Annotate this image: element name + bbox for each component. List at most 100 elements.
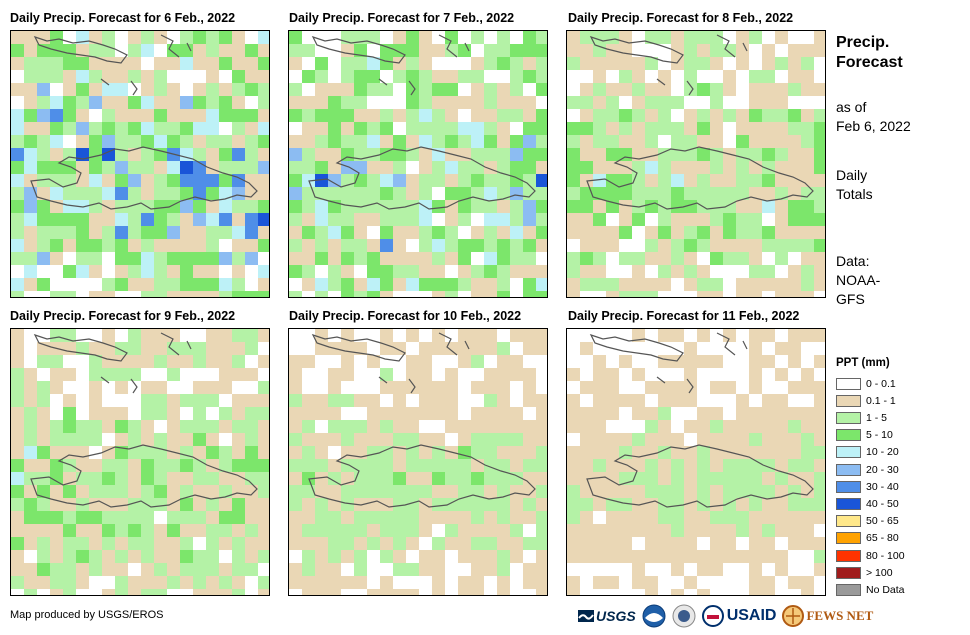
precip-cell	[814, 485, 825, 499]
precip-cell	[76, 57, 90, 71]
precip-cell	[63, 44, 77, 58]
precip-cell	[245, 446, 259, 460]
precip-cell	[580, 498, 594, 512]
precip-cell	[497, 537, 511, 551]
precip-cell	[658, 511, 672, 525]
precip-cell	[775, 420, 789, 434]
precip-cell	[432, 576, 446, 590]
precip-cell	[606, 122, 620, 136]
precip-cell	[11, 148, 25, 162]
precip-cell	[736, 498, 750, 512]
precip-cell	[302, 459, 316, 473]
precip-cell	[367, 174, 381, 188]
precip-cell	[141, 226, 155, 240]
precip-cell	[76, 524, 90, 538]
precip-cell	[445, 122, 459, 136]
precip-cell	[406, 576, 420, 590]
precip-cell	[37, 576, 51, 590]
precip-cell	[141, 368, 155, 382]
precip-cell	[11, 407, 25, 421]
precip-cell	[736, 174, 750, 188]
precip-cell	[593, 109, 607, 123]
precip-cell	[419, 278, 433, 292]
precip-cell	[232, 187, 246, 201]
precip-cell	[445, 394, 459, 408]
precip-cell	[567, 433, 581, 447]
precip-cell	[232, 472, 246, 486]
precip-cell	[814, 96, 825, 110]
precip-cell	[458, 200, 472, 214]
precip-cell	[180, 355, 194, 369]
precip-cell	[193, 96, 207, 110]
precip-cell	[11, 355, 25, 369]
precip-cell	[788, 459, 802, 473]
precip-cell	[697, 433, 711, 447]
precip-cell	[736, 226, 750, 240]
precip-cell	[536, 109, 547, 123]
precip-cell	[102, 576, 116, 590]
precip-cell	[814, 252, 825, 266]
precip-cell	[37, 433, 51, 447]
precip-cell	[63, 394, 77, 408]
precip-cell	[206, 278, 220, 292]
legend-swatch	[836, 394, 861, 407]
precip-cell	[710, 511, 724, 525]
precip-cell	[632, 109, 646, 123]
precip-cell	[775, 109, 789, 123]
precip-cell	[523, 148, 537, 162]
precip-cell	[102, 524, 116, 538]
precip-cell	[580, 511, 594, 525]
precip-cell	[102, 265, 116, 279]
usgs-wave-icon	[578, 610, 594, 622]
precip-cell	[315, 433, 329, 447]
precip-cell	[315, 576, 329, 590]
precip-cell	[302, 394, 316, 408]
precip-cell	[180, 174, 194, 188]
precip-cell	[536, 291, 547, 297]
precip-cell	[245, 563, 259, 577]
precip-cell	[219, 368, 233, 382]
precip-cell	[76, 83, 90, 97]
precip-cell	[367, 109, 381, 123]
precip-cell	[206, 96, 220, 110]
precip-cell	[219, 265, 233, 279]
precip-cell	[167, 44, 181, 58]
precip-cell	[567, 342, 581, 356]
precip-cell	[645, 485, 659, 499]
precip-cell	[445, 563, 459, 577]
precip-cell	[37, 589, 51, 595]
precip-cell	[567, 31, 581, 45]
precip-cell	[258, 407, 269, 421]
precip-cell	[341, 485, 355, 499]
precip-cell	[419, 148, 433, 162]
precip-cell	[458, 420, 472, 434]
precip-cell	[606, 96, 620, 110]
precip-cell	[645, 381, 659, 395]
precip-cell	[645, 433, 659, 447]
precip-cell	[115, 433, 129, 447]
precip-cell	[367, 148, 381, 162]
precip-cell	[684, 31, 698, 45]
precip-cell	[632, 433, 646, 447]
precip-cell	[471, 265, 485, 279]
precip-cell	[37, 213, 51, 227]
precip-cell	[523, 70, 537, 84]
precip-cell	[11, 187, 25, 201]
precip-cell	[458, 550, 472, 564]
precip-cell	[619, 226, 633, 240]
precip-cell	[128, 135, 142, 149]
precip-cell	[89, 511, 103, 525]
precip-cell	[749, 122, 763, 136]
precip-cell	[63, 213, 77, 227]
precip-cell	[723, 368, 737, 382]
precip-cell	[206, 161, 220, 175]
precip-cell	[723, 381, 737, 395]
legend-item: No Data	[836, 583, 905, 596]
precip-cell	[536, 174, 547, 188]
precip-cell	[671, 459, 685, 473]
precip-cell	[302, 83, 316, 97]
precip-cell	[50, 433, 64, 447]
precip-cell	[232, 31, 246, 45]
precip-cell	[471, 407, 485, 421]
precip-cell	[432, 83, 446, 97]
